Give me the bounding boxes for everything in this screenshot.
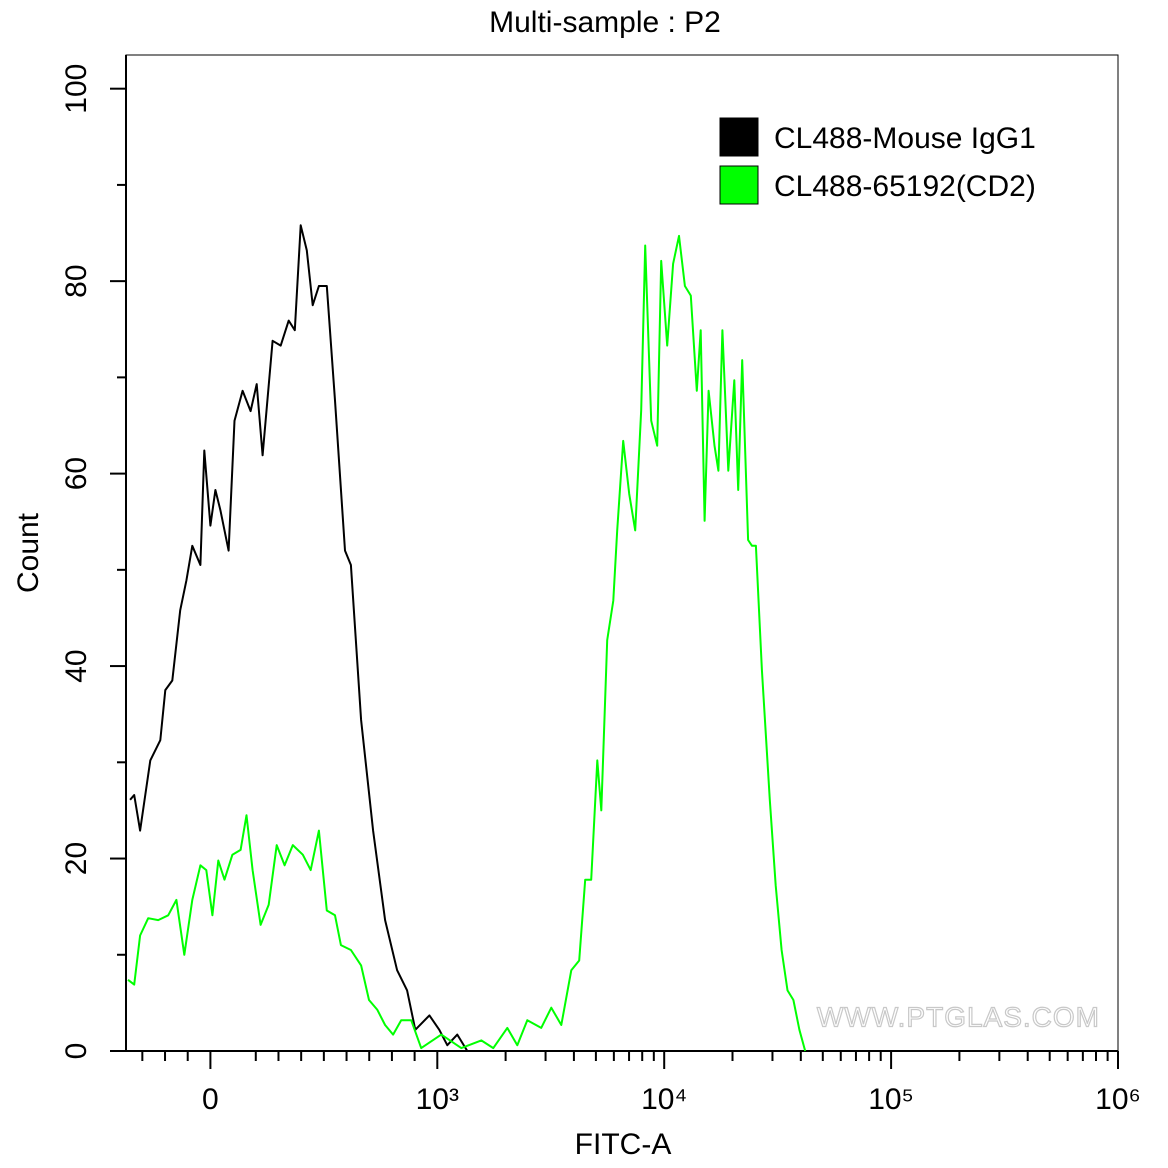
series-line — [129, 224, 469, 1052]
y-tick-label: 0 — [60, 1043, 93, 1060]
x-tick-label: 10⁶ — [1095, 1083, 1141, 1116]
series-line — [127, 234, 807, 1052]
legend-swatch — [719, 117, 759, 157]
y-tick-label: 80 — [60, 264, 93, 297]
legend-label: CL488-Mouse IgG1 — [774, 122, 1036, 155]
legend-swatch — [719, 165, 759, 205]
y-tick-label: 20 — [60, 842, 93, 875]
chart-title: Multi-sample : P2 — [489, 6, 721, 39]
watermark: WWW.PTGLAS.COM — [817, 1001, 1100, 1032]
y-tick-label: 60 — [60, 457, 93, 490]
legend-label: CL488-65192(CD2) — [774, 170, 1036, 203]
x-tick-label: 10⁴ — [641, 1083, 687, 1116]
x-tick-label: 0 — [202, 1083, 219, 1116]
x-tick-label: 10⁵ — [868, 1083, 914, 1116]
y-tick-label: 100 — [60, 64, 93, 114]
x-tick-label: 10³ — [416, 1083, 459, 1116]
x-axis-label: FITC-A — [575, 1128, 672, 1161]
y-tick-label: 40 — [60, 649, 93, 682]
y-axis-label: Count — [12, 512, 45, 593]
